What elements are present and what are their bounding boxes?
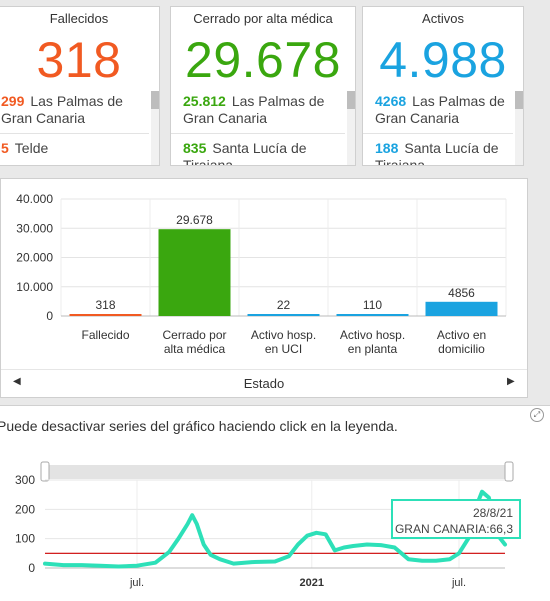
y-tick-label: 300 (15, 473, 35, 487)
x-tick-label: en planta (348, 342, 398, 356)
bar[interactable] (69, 314, 142, 316)
item-name: Las Palmas de Gran Canaria (375, 93, 505, 126)
scrollbar-track[interactable] (151, 91, 159, 165)
bar-value-label: 22 (277, 298, 291, 312)
item-count: 4268 (375, 93, 407, 109)
card-value: 4.988 (379, 32, 507, 88)
item-count: 299 (1, 93, 25, 109)
y-tick-label: 30.000 (16, 221, 53, 235)
card-value: 318 (36, 32, 122, 88)
card-title: Fallecidos (49, 11, 109, 26)
x-tick-label: jul. (129, 577, 144, 589)
x-tick-label: 2021 (300, 577, 324, 589)
bar-value-label: 110 (363, 298, 382, 312)
y-tick-label: 0 (46, 309, 53, 323)
scrollbar-track[interactable] (515, 91, 523, 165)
range-slider-handle-right[interactable] (504, 461, 514, 482)
item-name: Las Palmas de Gran Canaria (1, 93, 123, 126)
expand-icon[interactable]: ⤢ (530, 408, 544, 422)
y-tick-label: 10.000 (16, 280, 53, 294)
list-item: 299 Las Palmas de Gran Canaria (0, 93, 149, 133)
bar[interactable] (336, 314, 409, 316)
scrollbar-thumb[interactable] (151, 91, 159, 109)
scrollbar-track[interactable] (347, 91, 355, 165)
x-tick-label: Activo hosp. (251, 328, 316, 342)
card-list: 299 Las Palmas de Gran Canaria 5 Telde (0, 93, 149, 163)
bar[interactable] (247, 314, 320, 316)
kpi-card-activos: Activos 4.988 4268 Las Palmas de Gran Can… (362, 6, 524, 166)
x-tick-label: jul. (451, 577, 466, 589)
x-tick-label: Activo en (437, 328, 486, 342)
kpi-card-cerrado: Cerrado por alta médica 29.678 25.812 Las… (170, 6, 356, 166)
card-title: Activos (422, 11, 464, 26)
x-tick-label: Fallecido (81, 328, 129, 342)
card-title: Cerrado por alta médica (193, 11, 333, 26)
range-slider-handle-left[interactable] (40, 461, 50, 482)
x-tick-label: en UCI (265, 342, 302, 356)
y-tick-label: 200 (15, 502, 35, 516)
series-line-gran-canaria[interactable] (43, 489, 507, 569)
chart-next-button[interactable]: ▶ (507, 376, 515, 387)
item-name: Santa Lucía de Tirajana (183, 140, 307, 166)
bar[interactable] (158, 229, 231, 316)
item-name: Telde (14, 140, 49, 156)
card-list: 25.812 Las Palmas de Gran Canaria 835 Sant… (171, 93, 345, 166)
list-item: 5 Telde (0, 133, 149, 163)
x-tick-label: alta médica (164, 342, 226, 356)
item-name: Las Palmas de Gran Canaria (183, 93, 325, 126)
item-count: 188 (375, 140, 399, 156)
x-tick-label: domicilio (438, 342, 485, 356)
line-chart: 0 100 200 300 jul. 2021 jul. (15, 461, 514, 589)
item-count: 25.812 (183, 93, 226, 109)
item-count: 835 (183, 140, 207, 156)
x-tick-label: Activo hosp. (340, 328, 405, 342)
y-tick-label: 20.000 (16, 251, 53, 265)
legend-hint-text: Puede desactivar series del gráfico haci… (0, 418, 398, 434)
chart-prev-button[interactable]: ◀ (13, 376, 21, 387)
y-tick-label: 100 (15, 532, 35, 546)
list-item: 835 Santa Lucía de Tirajana (171, 133, 345, 166)
range-slider-track[interactable] (45, 465, 509, 479)
bar-value-label: 318 (95, 298, 115, 312)
x-tick-label: Cerrado por (162, 328, 226, 342)
bar-chart-panel: 0 10.000 20.000 30.000 40.000 318 Fallecido 29.… (0, 178, 528, 398)
chart-tooltip: 28/8/21 GRAN CANARIA:66,3 (391, 499, 521, 539)
list-item: 4268 Las Palmas de Gran Canaria (363, 93, 513, 133)
card-value: 29.678 (185, 32, 341, 88)
divider (1, 369, 527, 370)
bar-value-label: 4856 (448, 286, 475, 300)
tooltip-value: GRAN CANARIA:66,3 (394, 522, 513, 536)
list-item: 25.812 Las Palmas de Gran Canaria (171, 93, 345, 133)
item-count: 5 (1, 140, 9, 156)
scrollbar-thumb[interactable] (515, 91, 523, 109)
y-tick-label: 0 (28, 561, 35, 575)
bar-value-label: 29.678 (176, 213, 213, 227)
x-axis-label: Estado (243, 376, 285, 391)
bar-chart: 0 10.000 20.000 30.000 40.000 318 Fallecido 29.… (16, 192, 507, 356)
tooltip-date: 28/8/21 (472, 506, 513, 520)
y-tick-label: 40.000 (16, 192, 53, 206)
list-item: 188 Santa Lucía de Tirajana (363, 133, 513, 166)
kpi-card-fallecidos: Fallecidos 318 299 Las Palmas de Gran Can… (0, 6, 160, 166)
item-name: Santa Lucía de Tirajana (375, 140, 499, 166)
bar[interactable] (425, 301, 498, 316)
card-list: 4268 Las Palmas de Gran Canaria 188 Santa … (363, 93, 513, 166)
scrollbar-thumb[interactable] (347, 91, 355, 109)
